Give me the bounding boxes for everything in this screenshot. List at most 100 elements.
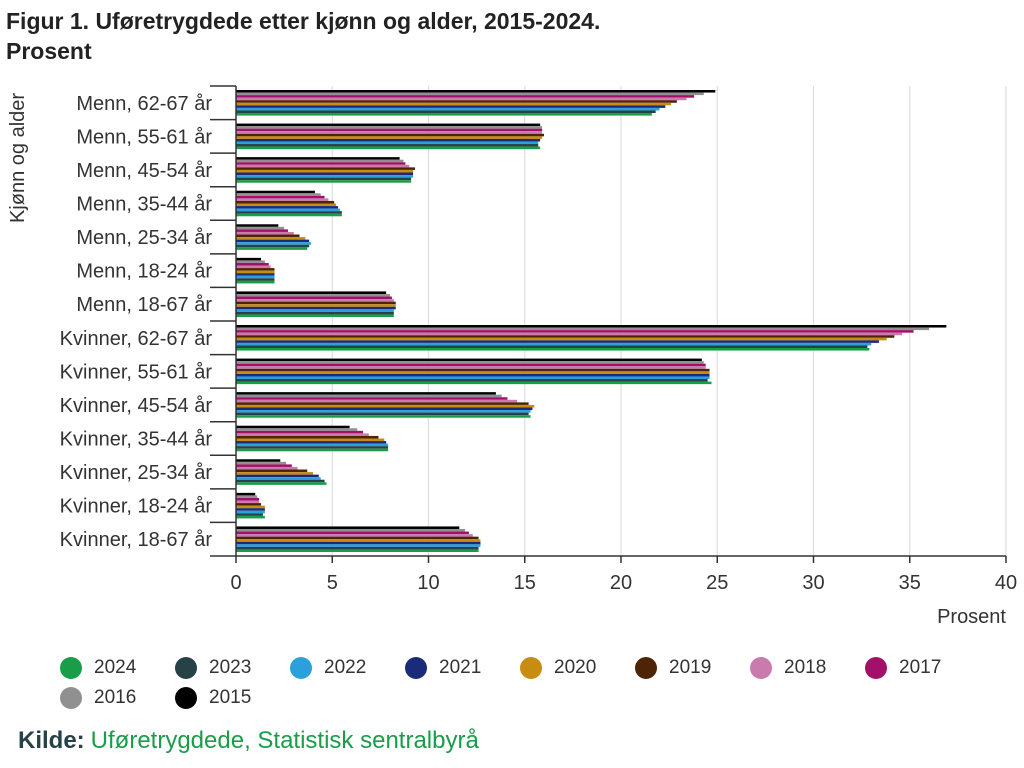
bar-2023 [236, 379, 708, 382]
x-axis-title: Prosent [937, 606, 1006, 628]
legend-swatch [175, 687, 197, 709]
bar-2015 [236, 526, 460, 529]
bar-2016 [236, 193, 321, 196]
bar-2022 [236, 275, 275, 279]
bar-2021 [236, 508, 265, 511]
bar-2024 [236, 280, 275, 284]
bar-2018 [236, 231, 294, 235]
legend-item-2019[interactable]: 2019 [635, 655, 750, 681]
bar-2015 [236, 157, 400, 160]
legend-item-2015[interactable]: 2015 [175, 685, 290, 711]
bar-2023 [236, 177, 412, 181]
legend-label: 2016 [94, 687, 137, 708]
bar-2020 [236, 136, 543, 139]
bar-2017 [236, 195, 325, 199]
legend-item-2017[interactable]: 2017 [865, 655, 980, 681]
bar-2015 [236, 425, 350, 429]
legend-swatch [750, 657, 772, 679]
bar-2023 [236, 110, 656, 114]
grid-layer [331, 86, 1007, 556]
category-label: Menn, 35-44 år [76, 194, 212, 216]
bar-2024 [236, 381, 712, 385]
bar-2023 [236, 278, 275, 281]
bar-2016 [236, 159, 404, 163]
bar-2020 [236, 337, 887, 341]
x-tick-label: 10 [417, 572, 439, 594]
bar-2024 [236, 314, 394, 317]
x-tick-label: 0 [230, 572, 241, 594]
legend-swatch [290, 657, 312, 679]
bar-2016 [236, 293, 390, 297]
bar-2022 [236, 443, 389, 447]
bar-2015 [236, 291, 387, 294]
bar-2024 [236, 247, 308, 250]
bar-2019 [236, 435, 379, 439]
category-label: Menn, 62-67 år [76, 93, 212, 115]
bar-2015 [236, 492, 256, 496]
bar-2019 [236, 301, 396, 305]
bar-2020 [236, 102, 672, 106]
bar-2021 [236, 206, 339, 209]
bar-2017 [236, 497, 260, 501]
legend-label: 2020 [554, 657, 597, 678]
bar-2023 [236, 446, 389, 449]
bar-2022 [236, 141, 539, 145]
bar-2023 [236, 244, 310, 248]
bar-2019 [236, 167, 416, 170]
legend-label: 2019 [669, 657, 712, 678]
bar-2017 [236, 397, 508, 400]
bar-2018 [236, 332, 903, 336]
bar-2022 [236, 510, 265, 514]
bar-2015 [236, 358, 702, 362]
bar-2018 [236, 433, 369, 436]
x-tick-label: 30 [802, 572, 824, 594]
legend-swatch [60, 687, 82, 709]
legend-label: 2015 [209, 687, 252, 708]
bar-2023 [236, 479, 325, 483]
legend-item-2018[interactable]: 2018 [750, 655, 865, 681]
bar-2023 [236, 345, 868, 349]
bar-2022 [236, 242, 312, 245]
legend-label: 2023 [209, 657, 252, 678]
source-link[interactable]: Uføretrygdede, Statistisk sentralbyrå [90, 727, 479, 754]
bar-2024 [236, 146, 541, 150]
category-label: Menn, 18-67 år [76, 294, 212, 316]
chart-title-line1: Figur 1. Uføretrygdede etter kjønn og al… [6, 8, 601, 34]
legend-item-2021[interactable]: 2021 [405, 655, 520, 681]
bar-2024 [236, 180, 412, 183]
bar-2024 [236, 415, 531, 418]
bar-2021 [236, 474, 319, 478]
bar-2024 [236, 515, 265, 519]
legend-item-2016[interactable]: 2016 [60, 685, 175, 711]
bar-2015 [236, 90, 716, 93]
legend-item-2024[interactable]: 2024 [60, 655, 175, 681]
bar-2023 [236, 211, 342, 214]
bar-2023 [236, 311, 394, 315]
category-label: Kvinner, 18-24 år [60, 496, 213, 518]
bar-2019 [236, 268, 275, 271]
bar-2016 [236, 92, 704, 96]
legend-item-2022[interactable]: 2022 [290, 655, 405, 681]
bar-2024 [236, 113, 652, 116]
bar-2018 [236, 265, 271, 269]
category-label: Kvinner, 25-34 år [60, 462, 213, 484]
bar-2018 [236, 164, 410, 168]
bar-2016 [236, 260, 265, 263]
bar-2019 [236, 234, 300, 238]
bar-2020 [236, 404, 535, 408]
legend-item-2023[interactable]: 2023 [175, 655, 290, 681]
bar-2019 [236, 335, 895, 338]
chart-title-line2: Prosent [6, 38, 92, 64]
bar-2015 [236, 459, 281, 462]
bar-2024 [236, 448, 389, 452]
bar-2017 [236, 330, 914, 333]
x-tick-label: 25 [706, 572, 728, 594]
bar-2018 [236, 399, 518, 403]
bar-2024 [236, 482, 327, 485]
bar-2016 [236, 428, 358, 431]
legend-item-2020[interactable]: 2020 [520, 655, 635, 681]
bar-2021 [236, 340, 879, 343]
bar-2015 [236, 392, 496, 395]
bar-2020 [236, 304, 396, 307]
bar-2020 [236, 237, 306, 240]
